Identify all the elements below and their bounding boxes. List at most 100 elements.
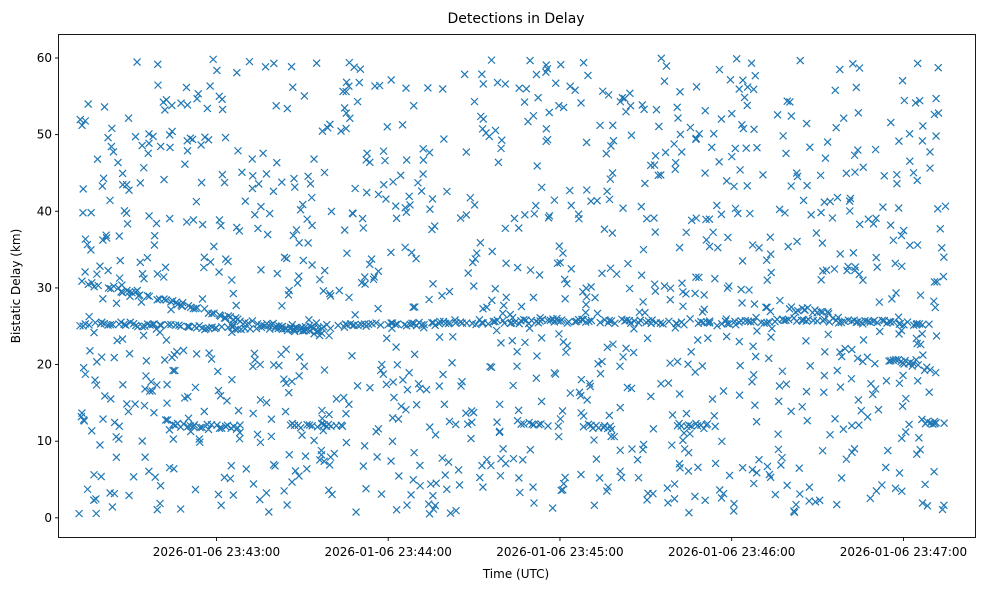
clutter-point [520, 210, 529, 219]
track-point [793, 306, 802, 315]
clutter-point [401, 243, 410, 252]
clutter-point [650, 214, 658, 223]
clutter-point [215, 216, 224, 224]
track-point [703, 419, 712, 428]
track-point [400, 320, 409, 329]
clutter-point [859, 336, 868, 344]
clutter-point [729, 507, 738, 515]
clutter-point [629, 348, 638, 357]
clutter-point [351, 310, 360, 319]
clutter-point [186, 427, 195, 436]
clutter-point [379, 147, 388, 156]
clutter-point [295, 471, 303, 480]
clutter-point [365, 260, 374, 269]
clutter-point [578, 287, 587, 296]
clutter-point [491, 126, 500, 135]
clutter-point [766, 333, 775, 341]
track-point [940, 419, 949, 428]
clutter-point [736, 165, 745, 174]
clutter-point [430, 222, 439, 231]
clutter-point [520, 98, 529, 106]
track-point [204, 425, 213, 434]
clutter-point [342, 124, 351, 133]
clutter-point [410, 303, 419, 311]
clutter-point [807, 210, 816, 219]
clutter-point [156, 142, 165, 151]
clutter-point [766, 307, 775, 316]
clutter-point [442, 187, 451, 196]
clutter-point [595, 474, 604, 482]
clutter-point [150, 231, 159, 240]
clutter-point [737, 120, 746, 129]
clutter-point [304, 315, 313, 324]
clutter-point [765, 470, 774, 479]
clutter-point [315, 455, 324, 464]
clutter-point [497, 339, 505, 347]
clutter-point [671, 158, 680, 167]
clutter-point [191, 485, 200, 494]
clutter-point [403, 501, 411, 510]
clutter-point [169, 366, 177, 375]
track-point [861, 316, 869, 325]
clutter-point [203, 104, 212, 113]
clutter-point [560, 275, 569, 284]
y-tick-label: 20 [37, 358, 52, 372]
track-point [607, 425, 616, 434]
clutter-point [345, 114, 354, 123]
clutter-point [723, 284, 732, 293]
clutter-point [360, 273, 369, 281]
clutter-point [913, 376, 922, 385]
x-tick-label: 2026-01-06 23:43:00 [153, 545, 280, 559]
clutter-point [616, 362, 624, 371]
clutter-point [710, 411, 719, 420]
track-point [118, 288, 127, 297]
clutter-point [410, 448, 419, 457]
clutter-point [362, 155, 371, 164]
clutter-point [269, 360, 278, 369]
clutter-point [263, 230, 272, 239]
clutter-point [939, 253, 948, 262]
clutter-point [660, 77, 669, 86]
clutter-point [606, 175, 615, 184]
clutter-point [319, 286, 328, 295]
clutter-point [160, 106, 169, 114]
clutter-point [717, 210, 726, 219]
clutter-point [335, 286, 344, 295]
clutter-point [351, 184, 360, 193]
clutter-point [682, 409, 691, 418]
clutter-point [912, 355, 921, 364]
clutter-point [836, 249, 845, 258]
clutter-point [582, 292, 591, 301]
clutter-point [895, 330, 903, 338]
clutter-point [679, 302, 687, 311]
track-point [313, 422, 322, 431]
clutter-point [738, 463, 747, 472]
clutter-point [98, 236, 107, 244]
clutter-point [847, 421, 856, 430]
clutter-point [819, 388, 828, 397]
clutter-point [463, 420, 472, 429]
clutter-point [816, 171, 825, 180]
clutter-point [389, 177, 398, 186]
track-point [436, 317, 444, 326]
clutter-point [381, 156, 389, 165]
clutter-point [83, 240, 92, 249]
track-point [252, 324, 261, 333]
clutter-point [559, 479, 568, 488]
clutter-point [562, 279, 571, 288]
clutter-point [836, 348, 844, 357]
clutter-point [753, 327, 761, 335]
clutter-point [153, 269, 162, 278]
clutter-point [93, 155, 102, 164]
clutter-point [387, 324, 396, 333]
clutter-point [561, 473, 570, 482]
clutter-point [638, 445, 647, 454]
clutter-point [235, 434, 244, 443]
clutter-point [750, 300, 759, 309]
clutter-point [451, 316, 459, 324]
clutter-point [933, 277, 941, 286]
clutter-point [304, 238, 313, 247]
clutter-point [86, 246, 95, 254]
clutter-point [763, 276, 772, 285]
clutter-point [594, 359, 603, 368]
